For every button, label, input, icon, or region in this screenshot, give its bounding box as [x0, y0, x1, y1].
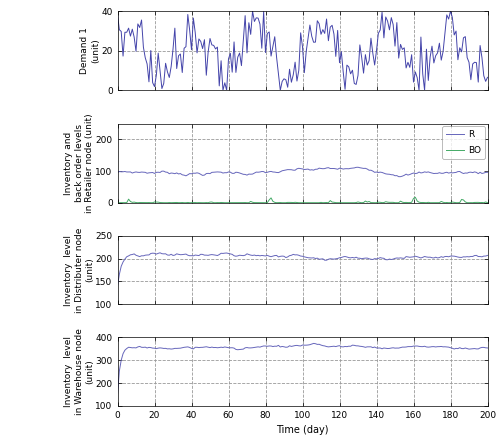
R	[270, 169, 276, 175]
BO	[484, 200, 490, 205]
R	[148, 170, 154, 175]
BO	[412, 194, 418, 200]
R	[355, 165, 361, 170]
BO	[250, 200, 256, 205]
X-axis label: Time (day): Time (day)	[276, 425, 329, 435]
Y-axis label: Inventory  level
in Warehouse node
(unit): Inventory level in Warehouse node (unit)	[64, 328, 94, 415]
Line: BO: BO	[118, 197, 488, 202]
R	[116, 169, 122, 174]
Legend: R, BO: R, BO	[442, 126, 485, 159]
Line: R: R	[118, 167, 488, 177]
R	[398, 174, 404, 179]
Y-axis label: Inventory  level
in Distributer node
(unit): Inventory level in Distributer node (uni…	[64, 227, 94, 313]
BO	[116, 200, 122, 205]
BO	[270, 198, 276, 204]
R	[114, 170, 120, 175]
BO	[455, 200, 461, 205]
R	[250, 171, 256, 177]
BO	[148, 200, 154, 205]
R	[314, 166, 320, 172]
Y-axis label: Inventory and
back order levels
in Retailer node (unit): Inventory and back order levels in Retai…	[64, 113, 94, 213]
BO	[114, 200, 120, 205]
Y-axis label: Demand 1
(unit): Demand 1 (unit)	[80, 27, 100, 74]
BO	[314, 200, 320, 205]
R	[457, 169, 463, 174]
R	[484, 169, 490, 175]
